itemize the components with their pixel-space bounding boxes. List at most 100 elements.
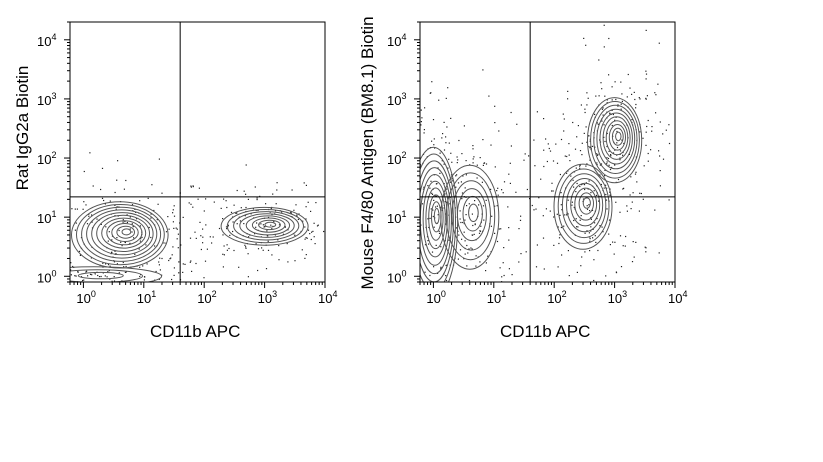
plot1-event-dot [313, 236, 315, 238]
plot2-event-dot [513, 313, 514, 314]
plot1-event-dot [172, 221, 174, 223]
plot2-event-dot [446, 126, 448, 128]
plot2-event-dot [650, 149, 652, 151]
plot1-event-dot [177, 247, 179, 249]
plot1-event-dot [233, 249, 235, 252]
plot2-event-dot [399, 344, 400, 345]
plot1-event-dot [220, 207, 222, 209]
plot1-event-dot [245, 247, 247, 249]
plot1-event-dot [77, 287, 78, 288]
plot2-event-dot [600, 82, 602, 84]
plot2-event-dot [485, 262, 487, 264]
plot2-x-tick-label: 104 [668, 289, 687, 306]
plot2-event-dot [559, 234, 561, 236]
plot2-event-dot [447, 87, 449, 89]
plot2-event-dot [596, 164, 598, 166]
plot2-event-dot [448, 392, 449, 393]
plot2-event-dot [633, 91, 635, 93]
plot1-event-dot [116, 263, 118, 265]
plot1-event-dot [123, 266, 125, 268]
plot2-event-dot [457, 333, 458, 334]
plot2-event-dot [508, 227, 510, 229]
plot2-event-dot [556, 213, 558, 215]
plot2-event-dot [654, 209, 656, 211]
plot1-event-dot [202, 228, 204, 230]
plot1-event-dot [271, 254, 273, 256]
plot2-event-dot [433, 138, 435, 140]
plot2-event-dot [411, 168, 412, 169]
plot2-event-dot [545, 138, 547, 140]
plot2-event-dot [459, 331, 460, 332]
plot2-event-dot [659, 170, 661, 172]
plot1-event-dot [273, 221, 275, 223]
plot2-event-dot [604, 95, 606, 97]
plot1-event-dot [223, 254, 225, 256]
plot2-event-dot [568, 275, 570, 277]
plot1-event-dot [143, 276, 146, 278]
plot1-event-dot [109, 292, 110, 293]
plot1-event-dot [298, 213, 300, 215]
plot1-event-dot [124, 291, 125, 292]
plot1-event-dot [139, 240, 141, 242]
plot2-event-dot [608, 219, 611, 221]
plot2-event-dot [599, 174, 601, 176]
plot2-event-dot [431, 192, 433, 194]
plot2-contour-ring [557, 168, 610, 244]
plot2-event-dot [600, 163, 603, 165]
plot2-event-dot [599, 164, 601, 166]
plot2-event-dot [563, 130, 565, 132]
plot2-event-dot [647, 160, 649, 162]
plot1-event-dot [108, 270, 110, 272]
plot2-event-dot [429, 274, 431, 277]
plot1-event-dot [192, 185, 194, 187]
plot2-event-dot [566, 155, 568, 158]
plot1-event-dot [120, 241, 122, 243]
plot2-event-dot [413, 197, 414, 198]
plot2-event-dot [614, 81, 616, 83]
plot2-event-dot [583, 37, 585, 39]
plot1-event-dot [34, 271, 35, 272]
plot2-event-dot [466, 244, 468, 247]
plot2-event-dot [443, 163, 445, 165]
plot2-event-dot [478, 204, 480, 206]
plot2-event-dot [642, 137, 644, 139]
plot1-event-dot [311, 231, 313, 233]
plot2-event-dot [449, 181, 451, 183]
plot2-event-dot [482, 164, 484, 166]
plot1-event-dot [343, 222, 344, 223]
plot2-event-dot [480, 225, 482, 227]
plot1-contour-ring [239, 213, 295, 238]
plot2-event-dot [488, 95, 490, 97]
plot1-event-dot [64, 256, 65, 257]
plot2-event-dot [561, 254, 563, 256]
plot1-event-dot [176, 238, 178, 240]
plot1-event-dot [173, 274, 175, 276]
plot2-event-dot [617, 105, 619, 107]
plot1-event-dot [260, 223, 262, 225]
plot2-event-dot [445, 279, 448, 282]
plot2-event-dot [433, 266, 435, 268]
plot2-event-dot [442, 369, 443, 370]
plot2-event-dot [589, 250, 591, 252]
plot2-event-dot [455, 175, 457, 177]
plot1-event-dot [91, 214, 93, 216]
plot2-event-dot [501, 276, 503, 278]
plot2-event-dot [471, 213, 473, 215]
plot1-event-dot [44, 261, 45, 262]
plot2-event-dot [623, 187, 625, 189]
plot1-event-dot [287, 261, 289, 263]
plot2-event-dot [536, 111, 538, 113]
plot1-event-dot [247, 253, 249, 255]
plot1-event-dot [172, 212, 174, 214]
plot2-event-dot [592, 228, 594, 230]
plot1-event-dot [191, 270, 193, 272]
plot2-event-dot [465, 174, 467, 176]
plot2-event-dot [447, 167, 449, 169]
plot1-event-dot [75, 275, 77, 277]
plot2-event-dot [490, 225, 492, 227]
plot2-event-dot [470, 295, 471, 296]
plot2-event-dot [451, 178, 453, 180]
plot2-event-dot [601, 226, 603, 228]
plot2-contour-ring [553, 163, 613, 250]
plot1-event-dot [305, 206, 307, 208]
